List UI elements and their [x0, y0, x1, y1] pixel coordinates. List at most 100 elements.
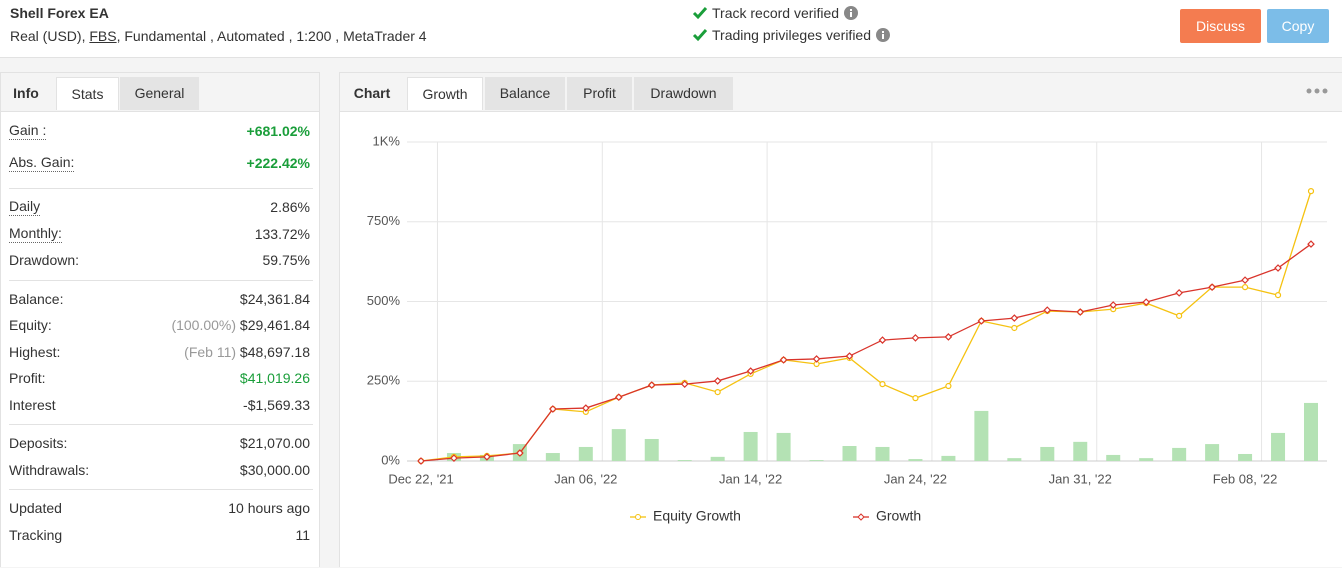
stat-value: +222.42%	[246, 155, 310, 171]
bar	[677, 460, 692, 461]
bar	[545, 453, 560, 461]
stat-value: $30,000.00	[239, 461, 310, 478]
bar	[1139, 458, 1154, 461]
stat-value-wrap: $24,361.84	[240, 287, 310, 311]
point-marker	[1274, 292, 1282, 299]
system-title: Shell Forex EA	[10, 5, 109, 21]
tab-general[interactable]: General	[120, 77, 199, 110]
point-marker	[1011, 324, 1018, 332]
stat-value-wrap: 133.72%	[255, 222, 310, 246]
point-marker	[845, 352, 854, 360]
stat-label: Abs. Gain:	[9, 154, 75, 172]
tab-stats[interactable]: Stats	[56, 77, 119, 110]
point-marker	[680, 380, 689, 388]
info-icon[interactable]	[843, 5, 859, 21]
broker-link[interactable]: FBS	[89, 28, 117, 44]
stat-row: Updated 10 hours ago	[9, 496, 310, 520]
menu-icon[interactable]	[1306, 85, 1328, 97]
tab-profit[interactable]: Profit	[567, 77, 632, 110]
verified-text: Track record verified	[712, 5, 840, 21]
stat-row: Interest -$1,569.33	[9, 393, 310, 417]
bar	[1271, 432, 1286, 461]
x-tick-label: Jan 14, '22	[719, 471, 782, 486]
stat-label: Balance:	[9, 290, 64, 307]
stat-row: Gain : +681.02%	[9, 119, 310, 143]
info-icon[interactable]	[875, 27, 891, 43]
tab-bar: Chart Growth Balance Profit Drawdown	[340, 73, 1342, 112]
tab-drawdown[interactable]: Drawdown	[634, 77, 733, 110]
stat-value-wrap: 10 hours ago	[228, 496, 310, 520]
stat-value-wrap: $21,070.00	[240, 431, 310, 455]
stat-label: Deposits:	[9, 435, 68, 451]
check-icon	[692, 29, 708, 42]
stat-value: 10 hours ago	[228, 500, 310, 516]
x-tick-label: Feb 08, '22	[1213, 471, 1278, 486]
bar	[776, 432, 791, 461]
stat-label: Withdrawals:	[9, 461, 90, 478]
point-marker	[1241, 284, 1249, 291]
point-marker	[812, 355, 821, 363]
header: Shell Forex EA Real (USD), FBS, Fundamen…	[0, 0, 1342, 58]
point-marker	[1142, 298, 1151, 306]
bar	[1106, 454, 1121, 461]
legend-label: Growth	[876, 508, 921, 524]
x-tick-label: Jan 06, '22	[554, 471, 617, 486]
bar	[611, 429, 626, 461]
point-marker	[714, 388, 721, 396]
x-tick-label: Dec 22, '21	[388, 471, 453, 486]
chart-panel: Chart Growth Balance Profit Drawdown 0% 2…	[339, 72, 1342, 567]
point-marker	[1175, 289, 1183, 297]
series-line	[420, 190, 1312, 462]
x-tick-label: Jan 31, '22	[1049, 471, 1112, 486]
separator	[9, 489, 313, 490]
stat-row: Highest: (Feb 11) $48,697.18	[9, 340, 310, 364]
growth-chart: 0% 250% 500% 750% 1K% Dec 22, '21 Jan 06, '22 J…	[367, 133, 1327, 524]
stat-row: Tracking 11	[9, 523, 310, 547]
point-marker	[647, 381, 656, 389]
stat-label: Profit:	[9, 370, 46, 386]
point-marker	[911, 334, 920, 342]
stat-row: Balance: $24,361.84	[9, 287, 310, 311]
point-marker	[1208, 283, 1216, 291]
account-details: , Fundamental , Automated , 1:200 , Meta…	[116, 28, 427, 44]
y-tick-label: 1K%	[373, 133, 401, 148]
point-marker	[912, 395, 919, 402]
bar	[644, 438, 659, 461]
tab-balance[interactable]: Balance	[485, 77, 565, 110]
point-marker	[779, 356, 788, 364]
verified-item: Track record verified	[692, 5, 859, 21]
stat-note: (100.00%)	[171, 317, 237, 333]
discuss-button[interactable]: Discuss	[1180, 9, 1261, 43]
point-marker	[1109, 301, 1118, 309]
bar	[809, 460, 824, 461]
point-marker	[614, 393, 623, 402]
x-tick-label: Jan 24, '22	[884, 471, 947, 486]
tab-chart: Chart	[353, 85, 391, 101]
bar	[842, 446, 857, 461]
point-marker	[945, 382, 952, 390]
point-marker	[549, 405, 557, 413]
stat-value-wrap: 11	[295, 523, 310, 547]
point-marker	[1307, 188, 1315, 195]
stats-panel: Info Stats General Gain : +681.02% Abs. Ga…	[0, 72, 320, 567]
stat-value-wrap: 2.86%	[270, 195, 310, 219]
subtitle: Real (USD), FBS, Fundamental , Automated…	[10, 28, 427, 44]
stat-value-wrap: $30,000.00	[240, 458, 310, 482]
point-marker	[450, 454, 458, 462]
copy-button[interactable]: Copy	[1267, 9, 1329, 43]
tab-info[interactable]: Info	[13, 85, 39, 101]
stat-value-wrap: (100.00%) $29,461.84	[171, 313, 310, 337]
point-marker	[944, 333, 953, 341]
bar	[875, 446, 890, 461]
point-marker	[879, 381, 886, 388]
stat-row: Profit: $41,019.26	[9, 366, 310, 390]
stat-row: Daily 2.86%	[9, 195, 310, 219]
tab-growth[interactable]: Growth	[407, 77, 483, 110]
stat-label: Equity:	[9, 317, 52, 333]
point-marker	[417, 457, 425, 465]
stat-value: +681.02%	[246, 123, 310, 139]
bar	[1205, 444, 1220, 461]
stat-value: $21,070.00	[239, 435, 310, 451]
verified-item: Trading privileges verified	[692, 27, 891, 43]
point-marker	[581, 404, 590, 412]
